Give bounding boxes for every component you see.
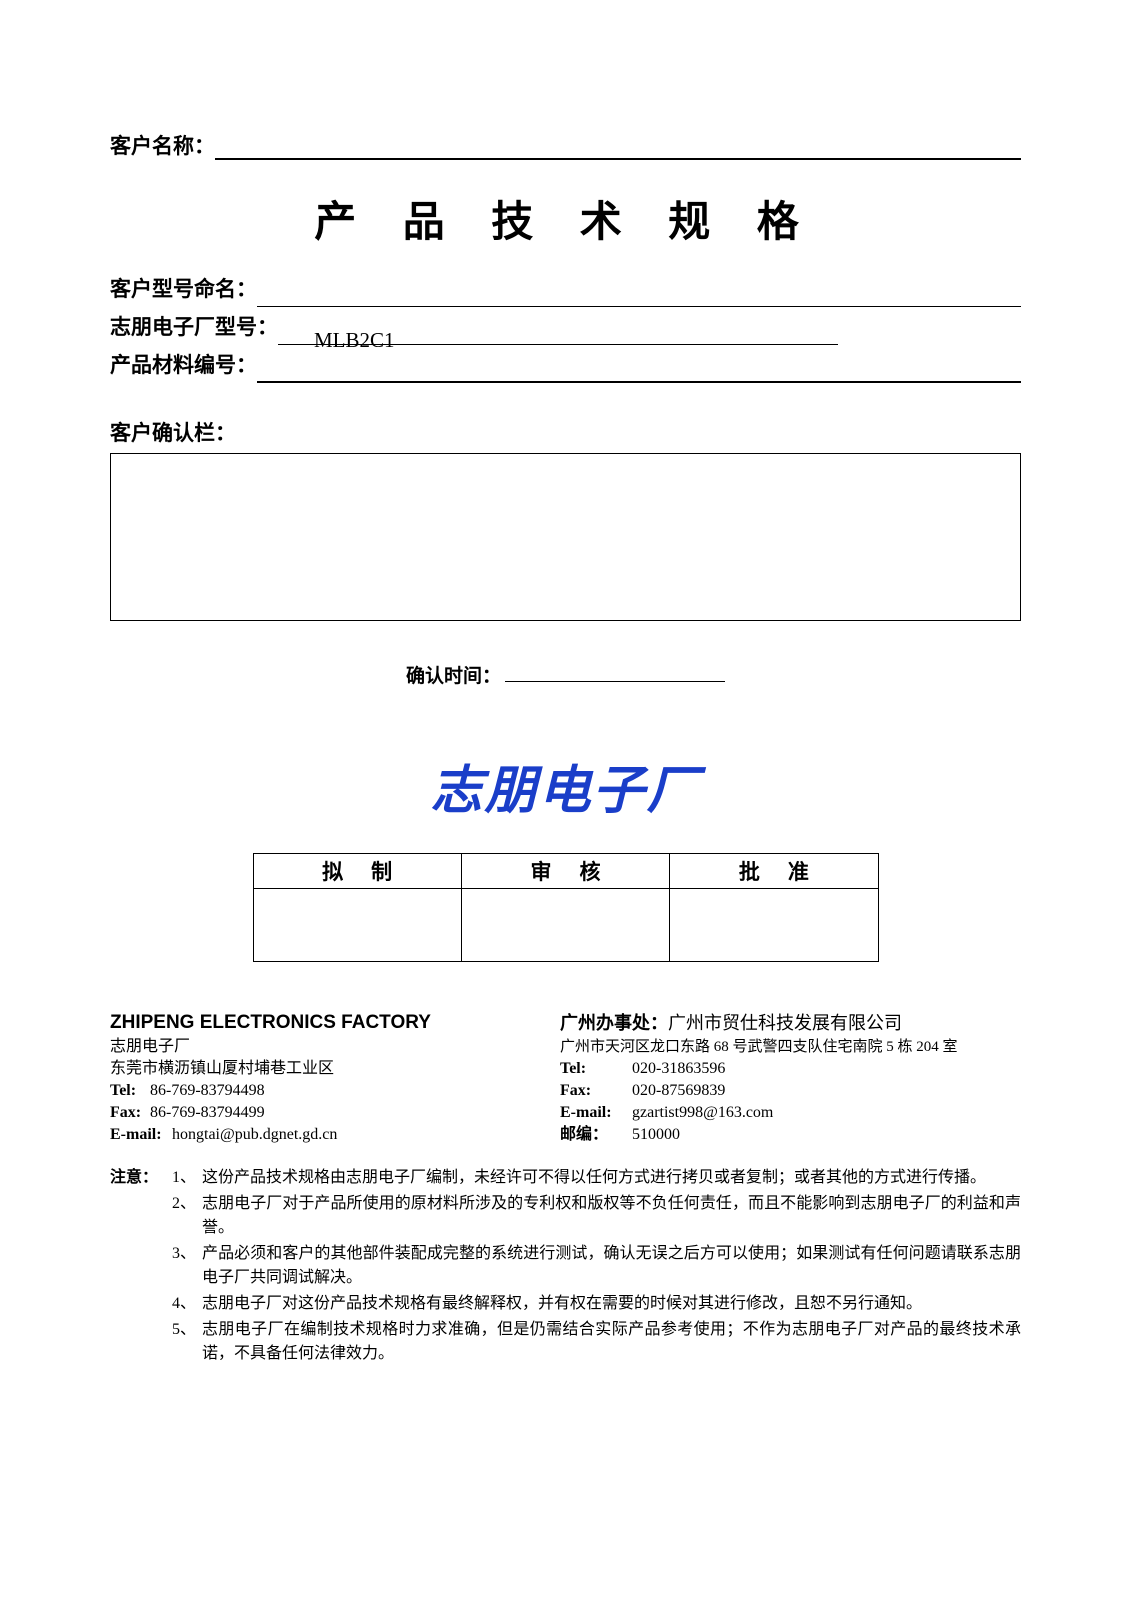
confirm-time-underline (505, 661, 725, 682)
notes-list: 1、这份产品技术规格由志朋电子厂编制，未经许可不得以任何方式进行拷贝或者复制；或… (172, 1166, 1021, 1368)
office-zip-label: 邮编： (560, 1124, 632, 1146)
office-email-row: E-mail: gzartist998@163.com (560, 1102, 1021, 1124)
document-title: 产 品 技 术 规 格 (110, 188, 1021, 249)
office-email-label: E-mail: (560, 1102, 632, 1124)
signature-empty-row (253, 889, 878, 962)
signature-table: 拟制 审核 批准 (253, 853, 879, 962)
note-item: 5、志朋电子厂在编制技术规格时力求准确，但是仍需结合实际产品参考使用；不作为志朋… (172, 1318, 1021, 1366)
office-email: gzartist998@163.com (632, 1102, 773, 1124)
note-text: 这份产品技术规格由志朋电子厂编制，未经许可不得以任何方式进行拷贝或者复制；或者其… (202, 1166, 1021, 1190)
confirm-time-label: 确认时间： (406, 661, 501, 688)
sig-cell-approve (670, 889, 878, 962)
factory-model-underline: MLB2C1 (278, 322, 838, 345)
notes-label: 注意： (110, 1166, 158, 1368)
customer-model-row: 客户型号命名： (110, 271, 1021, 307)
customer-name-label: 客户名称： (110, 130, 215, 160)
note-text: 志朋电子厂对于产品所使用的原材料所涉及的专利权和版权等不负任何责任，而且不能影响… (202, 1192, 1021, 1240)
confirm-box (110, 453, 1021, 621)
office-tel-row: Tel: 020-31863596 (560, 1058, 1021, 1080)
office-address: 广州市天河区龙口东路 68 号武警四支队住宅南院 5 栋 204 室 (560, 1036, 1021, 1058)
note-item: 2、志朋电子厂对于产品所使用的原材料所涉及的专利权和版权等不负任何责任，而且不能… (172, 1192, 1021, 1240)
note-num: 5、 (172, 1318, 202, 1366)
office-zip: 510000 (632, 1124, 680, 1146)
contacts-section: ZHIPENG ELECTRONICS FACTORY 志朋电子厂 东莞市横沥镇… (110, 1012, 1021, 1146)
office-fax-row: Fax: 020-87569839 (560, 1080, 1021, 1102)
note-num: 1、 (172, 1166, 202, 1190)
office-heading-rest: 广州市贸仕科技发展有限公司 (668, 1013, 902, 1033)
factory-address: 东莞市横沥镇山厦村埔巷工业区 (110, 1058, 500, 1080)
note-text: 志朋电子厂在编制技术规格时力求准确，但是仍需结合实际产品参考使用；不作为志朋电子… (202, 1318, 1021, 1366)
customer-name-row: 客户名称： (110, 130, 1021, 160)
note-item: 3、产品必须和客户的其他部件装配成完整的系统进行测试，确认无误之后方可以使用；如… (172, 1242, 1021, 1290)
note-num: 2、 (172, 1192, 202, 1240)
sig-col-review: 审核 (461, 854, 669, 889)
factory-fax-row: Fax: 86-769-83794499 (110, 1102, 500, 1124)
factory-model-label: 志朋电子厂型号： (110, 309, 278, 345)
office-fax: 020-87569839 (632, 1080, 725, 1102)
note-num: 3、 (172, 1242, 202, 1290)
factory-fax: 86-769-83794499 (150, 1102, 265, 1124)
sig-cell-review (461, 889, 669, 962)
note-num: 4、 (172, 1292, 202, 1316)
customer-model-underline (257, 284, 1021, 307)
material-code-underline (257, 357, 1021, 383)
customer-model-label: 客户型号命名： (110, 271, 257, 307)
sig-col-approve: 批准 (670, 854, 878, 889)
confirm-section-label: 客户确认栏： (110, 417, 1021, 447)
confirm-time-row: 确认时间： (110, 661, 1021, 688)
office-tel-label: Tel: (560, 1058, 632, 1080)
spec-sheet-page: 客户名称： 产 品 技 术 规 格 客户型号命名： 志朋电子厂型号： MLB2C… (0, 0, 1131, 1600)
factory-tel-row: Tel: 86-769-83794498 (110, 1080, 500, 1102)
office-tel: 020-31863596 (632, 1058, 725, 1080)
signature-header-row: 拟制 审核 批准 (253, 854, 878, 889)
note-item: 1、这份产品技术规格由志朋电子厂编制，未经许可不得以任何方式进行拷贝或者复制；或… (172, 1166, 1021, 1190)
sig-cell-draft (253, 889, 461, 962)
notes-section: 注意： 1、这份产品技术规格由志朋电子厂编制，未经许可不得以任何方式进行拷贝或者… (110, 1166, 1021, 1368)
factory-model-row: 志朋电子厂型号： MLB2C1 (110, 309, 1021, 345)
office-heading: 广州办事处：广州市贸仕科技发展有限公司 (560, 1012, 1021, 1034)
office-fax-label: Fax: (560, 1080, 632, 1102)
material-code-label: 产品材料编号： (110, 347, 257, 383)
material-code-row: 产品材料编号： (110, 347, 1021, 383)
factory-name-cn: 志朋电子厂 (110, 1036, 500, 1058)
contacts-right: 广州办事处：广州市贸仕科技发展有限公司 广州市天河区龙口东路 68 号武警四支队… (560, 1012, 1021, 1146)
material-code-value (257, 363, 269, 387)
note-text: 产品必须和客户的其他部件装配成完整的系统进行测试，确认无误之后方可以使用；如果测… (202, 1242, 1021, 1290)
factory-email-row: E-mail: hongtai@pub.dgnet.gd.cn (110, 1124, 500, 1146)
note-text: 志朋电子厂对这份产品技术规格有最终解释权，并有权在需要的时候对其进行修改，且恕不… (202, 1292, 1021, 1316)
model-fields: 客户型号命名： 志朋电子厂型号： MLB2C1 产品材料编号： (110, 271, 1021, 383)
customer-name-underline (215, 134, 1021, 160)
sig-col-draft: 拟制 (253, 854, 461, 889)
factory-tel-label: Tel: (110, 1080, 150, 1102)
factory-tel: 86-769-83794498 (150, 1080, 265, 1102)
office-heading-bold: 广州办事处： (560, 1013, 668, 1033)
factory-model-value: MLB2C1 (308, 328, 401, 352)
company-name: 志朋电子厂 (110, 748, 1021, 823)
factory-email-label: E-mail: (110, 1124, 172, 1146)
factory-email: hongtai@pub.dgnet.gd.cn (172, 1124, 337, 1146)
factory-fax-label: Fax: (110, 1102, 150, 1124)
contacts-left: ZHIPENG ELECTRONICS FACTORY 志朋电子厂 东莞市横沥镇… (110, 1012, 500, 1146)
office-zip-row: 邮编： 510000 (560, 1124, 1021, 1146)
note-item: 4、志朋电子厂对这份产品技术规格有最终解释权，并有权在需要的时候对其进行修改，且… (172, 1292, 1021, 1316)
factory-name-en: ZHIPENG ELECTRONICS FACTORY (110, 1012, 500, 1034)
